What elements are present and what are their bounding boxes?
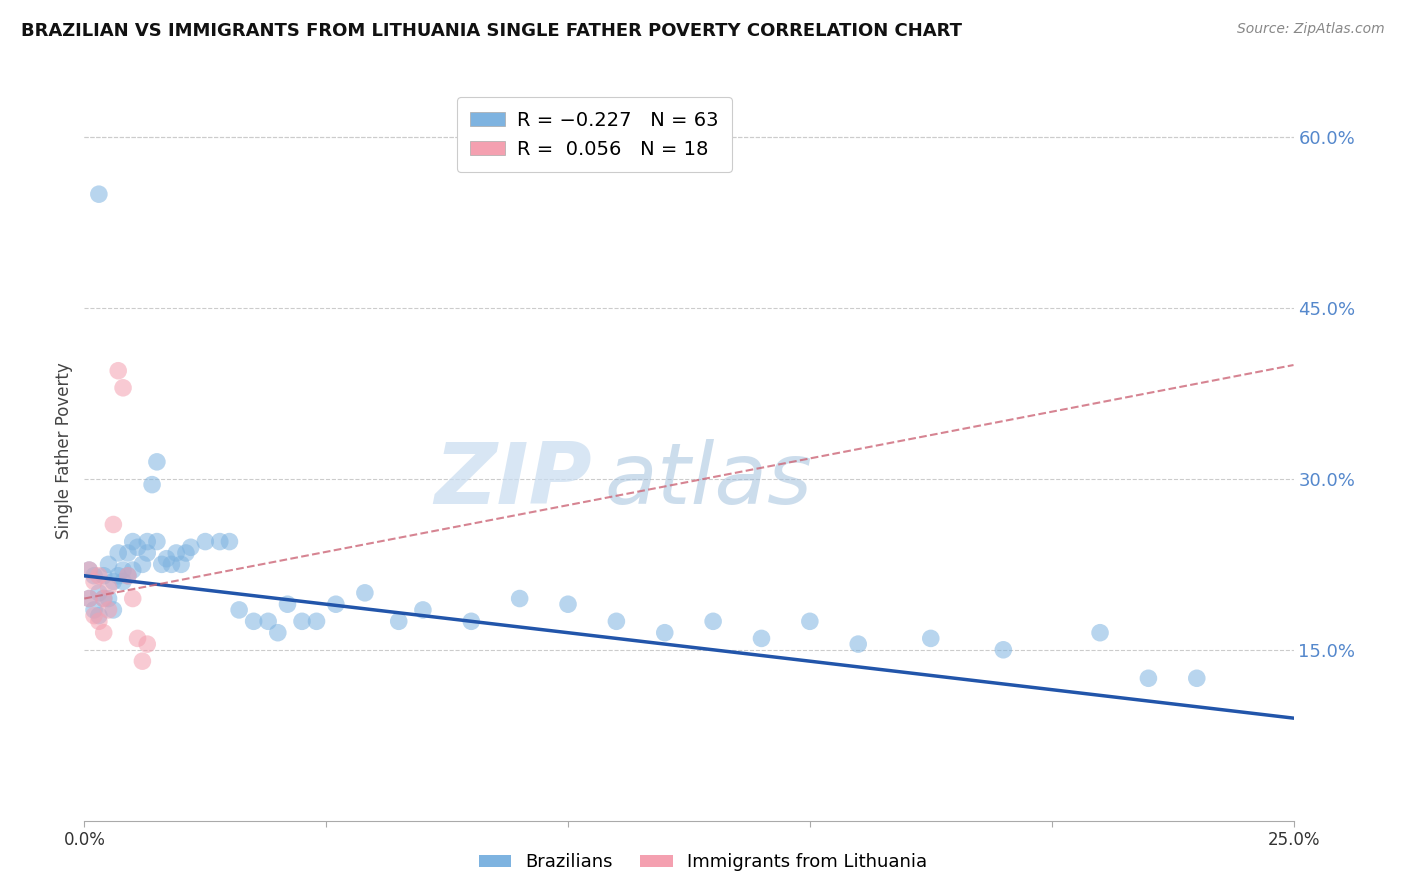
Point bbox=[276, 597, 298, 611]
Legend: Brazilians, Immigrants from Lithuania: Brazilians, Immigrants from Lithuania bbox=[471, 847, 935, 879]
Point bbox=[87, 568, 110, 582]
Point bbox=[146, 534, 169, 549]
Point bbox=[141, 477, 163, 491]
Point bbox=[155, 551, 177, 566]
Point bbox=[117, 568, 139, 582]
Point bbox=[460, 615, 482, 629]
Point bbox=[127, 541, 149, 555]
Point bbox=[208, 534, 231, 549]
Point bbox=[103, 517, 125, 532]
Point bbox=[97, 558, 120, 572]
Point bbox=[107, 568, 129, 582]
Point bbox=[87, 586, 110, 600]
Point bbox=[291, 615, 314, 629]
Point bbox=[117, 568, 139, 582]
Point bbox=[267, 625, 290, 640]
Point bbox=[1088, 625, 1111, 640]
Text: BRAZILIAN VS IMMIGRANTS FROM LITHUANIA SINGLE FATHER POVERTY CORRELATION CHART: BRAZILIAN VS IMMIGRANTS FROM LITHUANIA S… bbox=[21, 22, 962, 40]
Point bbox=[146, 455, 169, 469]
Point bbox=[509, 591, 531, 606]
Point bbox=[83, 568, 105, 582]
Point bbox=[150, 558, 173, 572]
Point bbox=[228, 603, 250, 617]
Point bbox=[131, 558, 153, 572]
Text: Source: ZipAtlas.com: Source: ZipAtlas.com bbox=[1237, 22, 1385, 37]
Point bbox=[83, 603, 105, 617]
Point bbox=[93, 625, 115, 640]
Point bbox=[93, 568, 115, 582]
Point bbox=[257, 615, 280, 629]
Point bbox=[127, 632, 149, 646]
Point bbox=[117, 546, 139, 560]
Point bbox=[112, 563, 135, 577]
Point bbox=[136, 534, 159, 549]
Point bbox=[170, 558, 193, 572]
Point bbox=[97, 591, 120, 606]
Point bbox=[121, 534, 143, 549]
Point bbox=[97, 603, 120, 617]
Point bbox=[112, 381, 135, 395]
Text: atlas: atlas bbox=[605, 439, 813, 522]
Point bbox=[121, 591, 143, 606]
Point bbox=[354, 586, 377, 600]
Point bbox=[799, 615, 821, 629]
Point bbox=[87, 608, 110, 623]
Point bbox=[107, 546, 129, 560]
Point bbox=[83, 574, 105, 589]
Point bbox=[846, 637, 869, 651]
Point bbox=[920, 632, 942, 646]
Point bbox=[194, 534, 217, 549]
Point bbox=[93, 591, 115, 606]
Point bbox=[160, 558, 183, 572]
Point bbox=[107, 364, 129, 378]
Point bbox=[165, 546, 187, 560]
Point bbox=[605, 615, 627, 629]
Point bbox=[654, 625, 676, 640]
Y-axis label: Single Father Poverty: Single Father Poverty bbox=[55, 362, 73, 539]
Point bbox=[751, 632, 773, 646]
Legend: R = −0.227   N = 63, R =  0.056   N = 18: R = −0.227 N = 63, R = 0.056 N = 18 bbox=[457, 97, 733, 172]
Point bbox=[136, 637, 159, 651]
Point bbox=[325, 597, 347, 611]
Point bbox=[242, 615, 264, 629]
Point bbox=[77, 563, 100, 577]
Point bbox=[412, 603, 434, 617]
Point bbox=[103, 574, 125, 589]
Point bbox=[993, 642, 1015, 657]
Point bbox=[1137, 671, 1160, 685]
Point bbox=[305, 615, 328, 629]
Point bbox=[87, 615, 110, 629]
Point bbox=[77, 591, 100, 606]
Point bbox=[218, 534, 240, 549]
Text: ZIP: ZIP bbox=[434, 439, 592, 522]
Point bbox=[1185, 671, 1208, 685]
Point bbox=[93, 591, 115, 606]
Point bbox=[174, 546, 197, 560]
Point bbox=[112, 574, 135, 589]
Point bbox=[77, 591, 100, 606]
Point bbox=[702, 615, 724, 629]
Point bbox=[77, 563, 100, 577]
Point bbox=[136, 546, 159, 560]
Point bbox=[121, 563, 143, 577]
Point bbox=[97, 580, 120, 594]
Point bbox=[83, 608, 105, 623]
Point bbox=[388, 615, 411, 629]
Point bbox=[180, 541, 202, 555]
Point bbox=[103, 603, 125, 617]
Point bbox=[557, 597, 579, 611]
Point bbox=[131, 654, 153, 668]
Point bbox=[87, 187, 110, 202]
